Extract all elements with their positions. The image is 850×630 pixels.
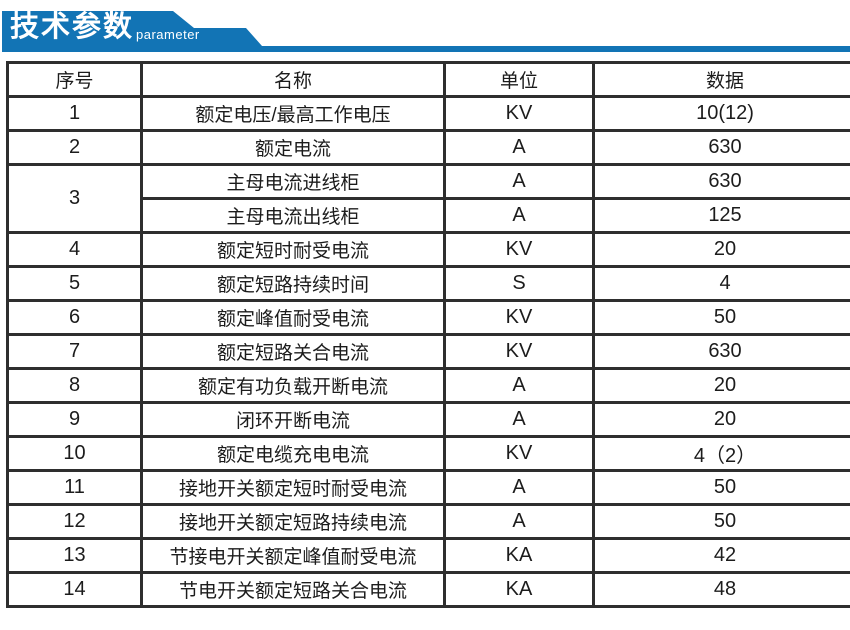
cell-serial: 1 [6, 95, 143, 132]
parameters-table-body: 1 额定电压/最高工作电压 KV 10(12) 2 额定电流 A 630 3 主母电流进线柜 A 63… [6, 95, 850, 608]
header-name: 名称 [140, 61, 446, 98]
cell-value: 10(12) [592, 95, 850, 132]
cell-serial: 2 [6, 129, 143, 166]
table-row: 6 额定峰值耐受电流 KV 50 [6, 299, 850, 336]
cell-name: 接地开关额定短路持续电流 [140, 503, 446, 540]
header-serial: 序号 [6, 61, 143, 98]
header-data: 数据 [592, 61, 850, 98]
header-row: 序号 名称 单位 数据 [6, 61, 850, 98]
cell-name: 额定电压/最高工作电压 [140, 95, 446, 132]
table-row: 14 节电开关额定短路关合电流 KA 48 [6, 571, 850, 608]
cell-serial: 4 [6, 231, 143, 268]
cell-serial: 7 [6, 333, 143, 370]
cell-unit: A [443, 197, 595, 234]
cell-unit: S [443, 265, 595, 302]
table-row: 主母电流出线柜 A 125 [8, 197, 850, 234]
cell-value: 50 [592, 299, 850, 336]
cell-value: 48 [592, 571, 850, 608]
banner-ribbon-shape [2, 11, 850, 52]
cell-value: 4（2） [592, 435, 850, 472]
cell-name: 额定有功负载开断电流 [140, 367, 446, 404]
table-row: 4 额定短时耐受电流 KV 20 [6, 231, 850, 268]
cell-value: 630 [592, 333, 850, 370]
table-row: 10 额定电缆充电电流 KV 4（2） [6, 435, 850, 472]
cell-name: 额定短时耐受电流 [140, 231, 446, 268]
cell-unit: A [443, 503, 595, 540]
cell-value: 50 [592, 469, 850, 506]
cell-value: 42 [592, 537, 850, 574]
cell-value: 630 [592, 129, 850, 166]
cell-name: 节电开关额定短路关合电流 [140, 571, 446, 608]
cell-serial: 3 [6, 163, 143, 234]
cell-name: 额定峰值耐受电流 [140, 299, 446, 336]
cell-unit: A [443, 129, 595, 166]
banner-title: 技术参数 [10, 11, 135, 43]
cell-serial: 14 [6, 571, 143, 608]
cell-serial: 8 [6, 367, 143, 404]
cell-serial: 11 [6, 469, 143, 506]
cell-serial: 13 [6, 537, 143, 574]
cell-name: 额定电流 [140, 129, 446, 166]
cell-serial: 5 [6, 265, 143, 302]
cell-value: 20 [592, 231, 850, 268]
cell-value: 20 [592, 401, 850, 438]
cell-serial: 10 [6, 435, 143, 472]
cell-serial: 9 [6, 401, 143, 438]
table-row: 13 节接电开关额定峰值耐受电流 KA 42 [6, 537, 850, 574]
cell-unit: KV [443, 95, 595, 132]
cell-name: 额定短路持续时间 [140, 265, 446, 302]
cell-value: 125 [592, 197, 850, 234]
banner-subtitle: parameter [136, 27, 200, 42]
cell-unit: A [443, 163, 595, 200]
cell-value: 4 [592, 265, 850, 302]
cell-name: 主母电流进线柜 [140, 163, 446, 200]
cell-serial: 6 [6, 299, 143, 336]
cell-unit: KV [443, 231, 595, 268]
cell-name: 额定短路关合电流 [140, 333, 446, 370]
table-row: 8 额定有功负载开断电流 A 20 [6, 367, 850, 404]
table-row: 2 额定电流 A 630 [6, 129, 850, 166]
cell-unit: A [443, 367, 595, 404]
cell-name: 节接电开关额定峰值耐受电流 [140, 537, 446, 574]
table-row: 1 额定电压/最高工作电压 KV 10(12) [6, 95, 850, 132]
parameters-table: 序号 名称 单位 数据 1 额定电压/最高工作电压 KV 10(12) 2 额定电流 A 63… [6, 61, 850, 608]
cell-value: 20 [592, 367, 850, 404]
table-row: 5 额定短路持续时间 S 4 [6, 265, 850, 302]
cell-value: 630 [592, 163, 850, 200]
cell-unit: A [443, 401, 595, 438]
cell-unit: KV [443, 435, 595, 472]
cell-name: 接地开关额定短时耐受电流 [140, 469, 446, 506]
cell-unit: KA [443, 537, 595, 574]
cell-value: 50 [592, 503, 850, 540]
table-row: 7 额定短路关合电流 KV 630 [6, 333, 850, 370]
cell-name: 闭环开断电流 [140, 401, 446, 438]
header-unit: 单位 [443, 61, 595, 98]
table-row: 12 接地开关额定短路持续电流 A 50 [6, 503, 850, 540]
cell-name: 主母电流出线柜 [140, 197, 446, 234]
banner-ribbon-graphic [2, 11, 850, 52]
table-row: 9 闭环开断电流 A 20 [6, 401, 850, 438]
cell-unit: KV [443, 333, 595, 370]
cell-unit: KA [443, 571, 595, 608]
table-row: 3 主母电流进线柜 A 630 [6, 163, 850, 234]
section-banner: 技术参数 parameter [0, 0, 850, 56]
table-row: 11 接地开关额定短时耐受电流 A 50 [6, 469, 850, 506]
cell-serial: 12 [6, 503, 143, 540]
cell-unit: A [443, 469, 595, 506]
cell-name: 额定电缆充电电流 [140, 435, 446, 472]
cell-unit: KV [443, 299, 595, 336]
parameters-table-head: 序号 名称 单位 数据 [6, 61, 850, 98]
